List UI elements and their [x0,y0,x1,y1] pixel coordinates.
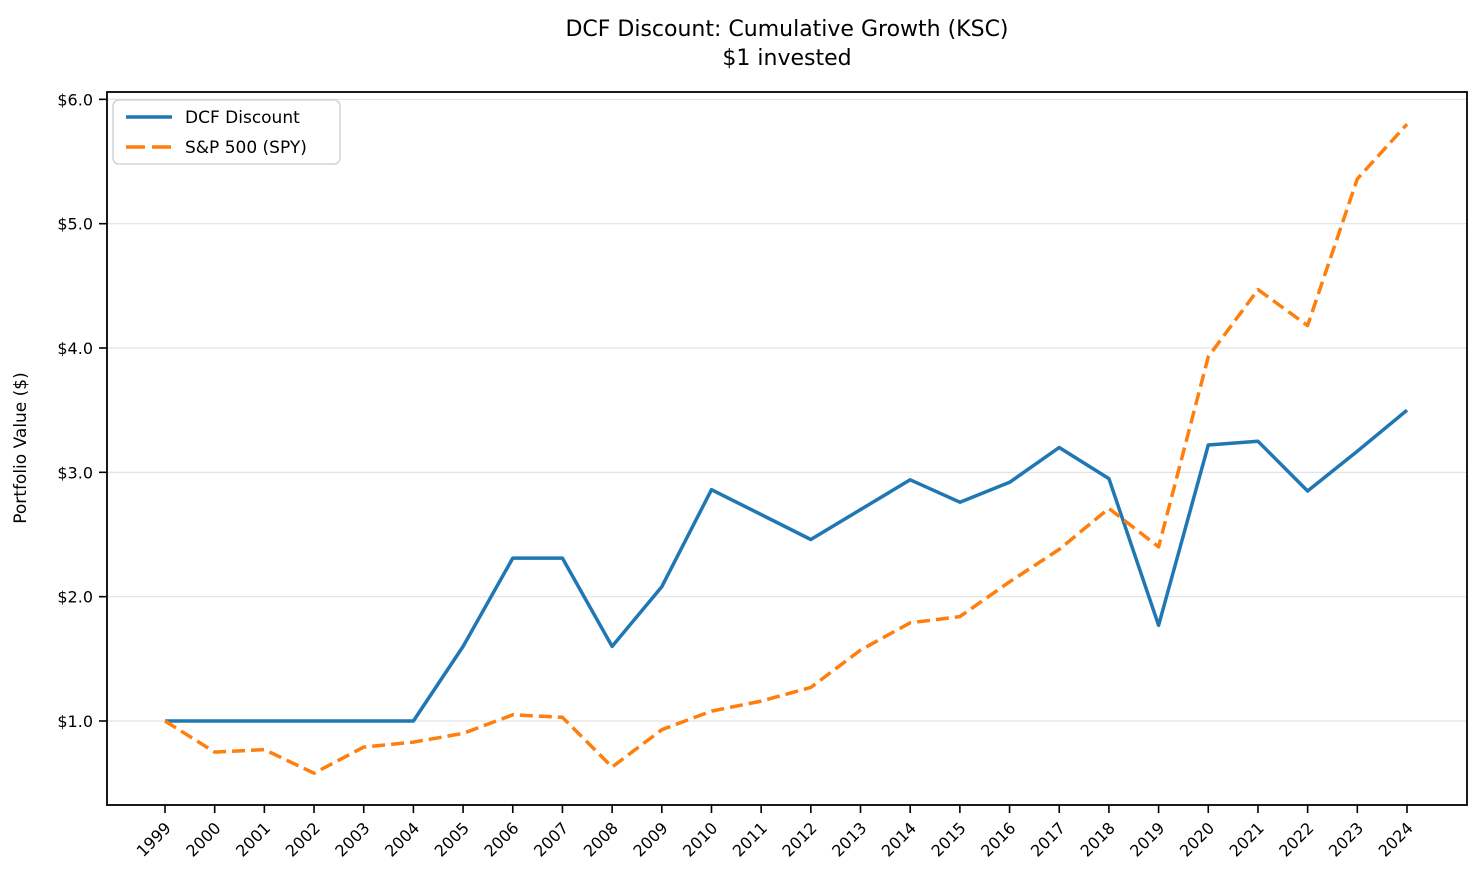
y-tick-label: $3.0 [57,463,93,482]
series-line-dcf-discount [165,408,1409,723]
x-tick-label: 2004 [381,818,423,860]
x-tick-label: 2017 [1027,818,1069,860]
x-tick-label: 2000 [182,818,224,860]
x-tick-label: 2002 [282,818,324,860]
legend-item-s-p-500-spy: S&P 500 (SPY) [126,138,307,158]
x-tick-label: 2014 [878,818,920,860]
legend-label-s-p-500-spy: S&P 500 (SPY) [185,138,307,158]
x-tick-label: 2020 [1176,818,1218,860]
x-tick-label: 2010 [679,818,721,860]
x-tick-label: 2003 [331,818,373,860]
x-tick-label: 2013 [828,818,870,860]
x-tick-label: 2021 [1226,818,1268,860]
chart-subtitle: $1 invested [722,46,851,71]
ticks-layer: $1.0 $2.0 $3.0 $4.0 $5.0 $6.0 1999 2000 2001 2002… [57,90,1416,860]
y-axis-label: Portfolio Value ($) [11,372,31,524]
series-line-s-p-500-spy [164,123,1409,775]
x-tick-label: 2022 [1275,818,1317,860]
x-tick-label: 2001 [232,818,274,860]
x-tick-label: 2024 [1375,818,1417,860]
series-layer [164,123,1409,775]
x-tick-label: 2011 [729,818,771,860]
x-tick-label: 1999 [133,818,175,860]
plot-area-border [106,91,1468,806]
x-tick-label: 2012 [778,818,820,860]
x-tick-label: 2018 [1077,818,1119,860]
gridlines-layer [107,98,1467,722]
y-tick-label: $5.0 [57,215,93,234]
x-tick-label: 2023 [1325,818,1367,860]
x-tick-label: 2015 [927,818,969,860]
legend-item-dcf-discount: DCF Discount [126,108,300,128]
x-tick-label: 2005 [431,818,473,860]
y-tick-label: $6.0 [57,90,93,109]
chart-title: DCF Discount: Cumulative Growth (KSC) [565,17,1008,42]
x-tick-label: 2006 [480,818,522,860]
x-tick-label: 2007 [530,818,572,860]
x-tick-label: 2019 [1126,818,1168,860]
legend-label-dcf-discount: DCF Discount [185,108,300,128]
y-tick-label: $2.0 [57,588,93,607]
x-tick-label: 2008 [580,818,622,860]
y-tick-label: $4.0 [57,339,93,358]
x-tick-label: 2009 [629,818,671,860]
legend: DCF Discount S&P 500 (SPY) [112,99,341,165]
y-tick-label: $1.0 [57,712,93,731]
x-tick-label: 2016 [977,818,1019,860]
